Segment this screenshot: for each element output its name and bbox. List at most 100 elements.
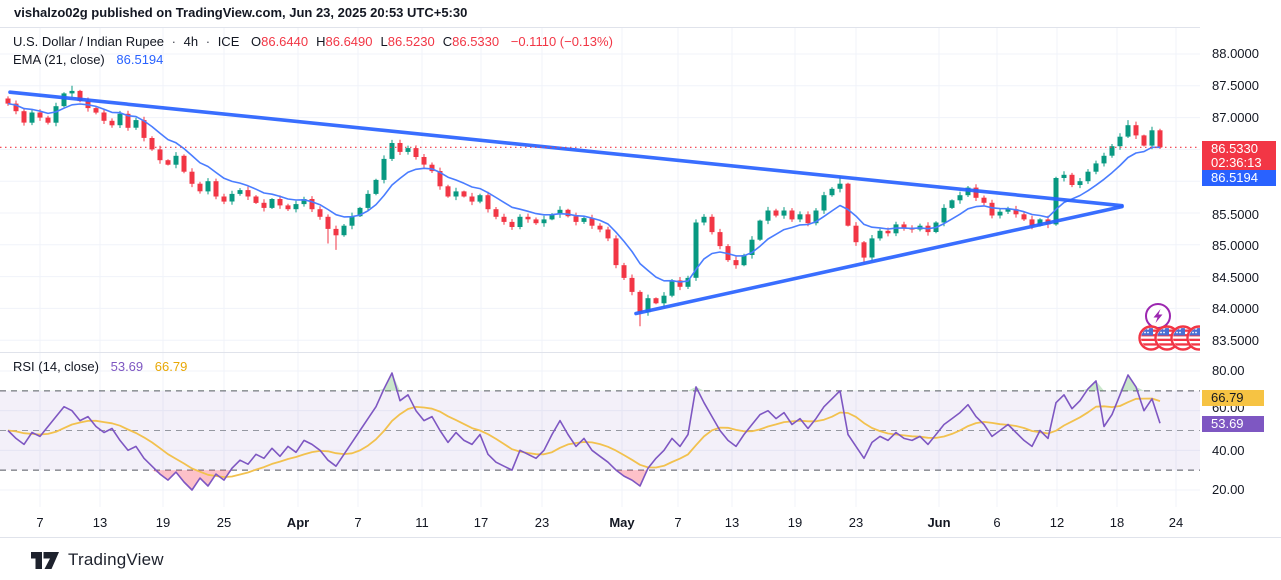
candle-body	[205, 181, 211, 192]
candle-body	[317, 209, 323, 217]
time-tick-month[interactable]: Apr	[286, 515, 310, 530]
candle-body	[789, 210, 795, 220]
ohlc-key: H	[316, 34, 326, 49]
price-axis-label: 83.5000	[1212, 333, 1259, 348]
candle-body	[1021, 214, 1027, 220]
tradingview-logo-text: TradingView	[68, 550, 164, 569]
time-tick[interactable]: 23	[848, 515, 864, 530]
ema-legend[interactable]: EMA (21, close) 86.5194	[13, 52, 163, 67]
candle-body	[989, 202, 995, 216]
rsi-ma-line[interactable]	[7, 397, 1161, 479]
countdown-timer: 02:36:13	[1211, 155, 1262, 170]
time-tick[interactable]: 18	[1109, 515, 1125, 530]
time-tick-month[interactable]: Jun	[927, 515, 951, 530]
candle-body	[957, 195, 963, 201]
candle-body	[717, 232, 723, 247]
candle-body	[637, 291, 643, 313]
time-tick[interactable]: 6	[993, 515, 1001, 530]
candle-body	[1005, 209, 1011, 212]
candlestick-series[interactable]	[5, 85, 1163, 327]
ema-label: EMA (21, close)	[13, 52, 105, 67]
time-tick[interactable]: 13	[724, 515, 740, 530]
rsi-line[interactable]	[7, 372, 1161, 491]
candle-body	[253, 196, 259, 203]
legend-dot2: ·	[205, 34, 211, 49]
candle-body	[301, 199, 307, 205]
candle-body	[77, 90, 83, 102]
candle-body	[261, 202, 267, 208]
time-tick[interactable]: 7	[354, 515, 362, 530]
candle-body	[405, 148, 411, 152]
candle-body	[309, 199, 315, 210]
ema-line[interactable]	[7, 102, 1160, 283]
rsi-axis-label: 80.00	[1212, 363, 1245, 378]
candle-body	[93, 108, 99, 113]
candle-body	[557, 209, 563, 215]
candle-body	[813, 210, 819, 224]
symbol-legend[interactable]: U.S. Dollar / Indian Rupee · 4h · ICE O8…	[13, 34, 613, 49]
candle-body	[341, 225, 347, 236]
candle-body	[981, 197, 987, 203]
candle-body	[1093, 163, 1099, 172]
candle-body	[1053, 178, 1059, 225]
time-tick[interactable]: 19	[155, 515, 171, 530]
tradingview-logo[interactable]: TradingView	[30, 549, 164, 571]
candle-body	[533, 219, 539, 224]
symbol-title[interactable]: U.S. Dollar / Indian Rupee	[13, 34, 165, 49]
ohlc-values: O86.6440 H86.6490 L86.5230 C86.5330	[243, 34, 499, 49]
candle-body	[853, 225, 859, 243]
candle-body	[117, 113, 123, 126]
price-axis-label: 84.5000	[1212, 270, 1259, 285]
time-tick[interactable]: 19	[787, 515, 803, 530]
candle-body	[173, 155, 179, 165]
candle-body	[901, 224, 907, 229]
rsi-axis-label: 40.00	[1212, 443, 1245, 458]
price-scale[interactable]: 86.5330 02:36:13 86.5194 66.79 53.69 88.…	[1200, 27, 1281, 537]
lower-trendline[interactable]	[634, 204, 1124, 316]
candle-body	[365, 193, 371, 208]
time-tick[interactable]: 23	[534, 515, 550, 530]
candle-body	[589, 218, 595, 226]
candle-body	[389, 143, 395, 159]
ohlc-value: 86.6490	[325, 34, 373, 49]
candle-body	[1109, 146, 1115, 156]
candle-body	[1125, 125, 1131, 137]
candle-body	[805, 214, 811, 224]
candle-body	[37, 112, 43, 118]
time-tick[interactable]: 11	[415, 515, 429, 530]
time-tick[interactable]: 13	[92, 515, 108, 530]
candle-body	[149, 138, 155, 150]
candle-body	[13, 103, 19, 112]
candle-body	[453, 191, 459, 197]
time-axis[interactable]: 7 13 19 25 Apr 7 11 17 23 May 7 13 19 23 Jun 6 12 18 24	[0, 507, 1200, 537]
interval-label[interactable]: 4h	[183, 34, 199, 49]
pane-divider[interactable]	[0, 352, 1281, 353]
upper-trendline[interactable]	[8, 90, 1124, 208]
candle-body	[413, 148, 419, 157]
time-tick[interactable]: 24	[1168, 515, 1184, 530]
ohlc-key: C	[442, 34, 453, 49]
candle-body	[333, 228, 339, 236]
rsi-value: 53.69	[110, 359, 144, 374]
time-tick-month[interactable]: May	[609, 515, 635, 530]
ema-value: 86.5194	[116, 52, 164, 67]
candle-body	[277, 199, 283, 206]
time-tick[interactable]: 7	[674, 515, 682, 530]
candle-body	[501, 216, 507, 222]
candle-body	[477, 195, 483, 202]
time-tick[interactable]: 7	[36, 515, 44, 530]
time-tick[interactable]: 12	[1049, 515, 1065, 530]
candle-body	[349, 216, 355, 226]
candle-body	[869, 238, 875, 258]
candle-body	[629, 277, 635, 292]
ohlc-key: O	[250, 34, 262, 49]
price-axis-label: 85.0000	[1212, 238, 1259, 253]
candle-body	[181, 155, 187, 172]
time-tick[interactable]: 25	[216, 515, 232, 530]
rsi-legend[interactable]: RSI (14, close) 53.69 66.79	[13, 359, 187, 374]
time-tick[interactable]: 17	[473, 515, 489, 530]
candle-body	[581, 218, 587, 222]
candle-body	[197, 183, 203, 192]
candle-body	[293, 204, 299, 210]
